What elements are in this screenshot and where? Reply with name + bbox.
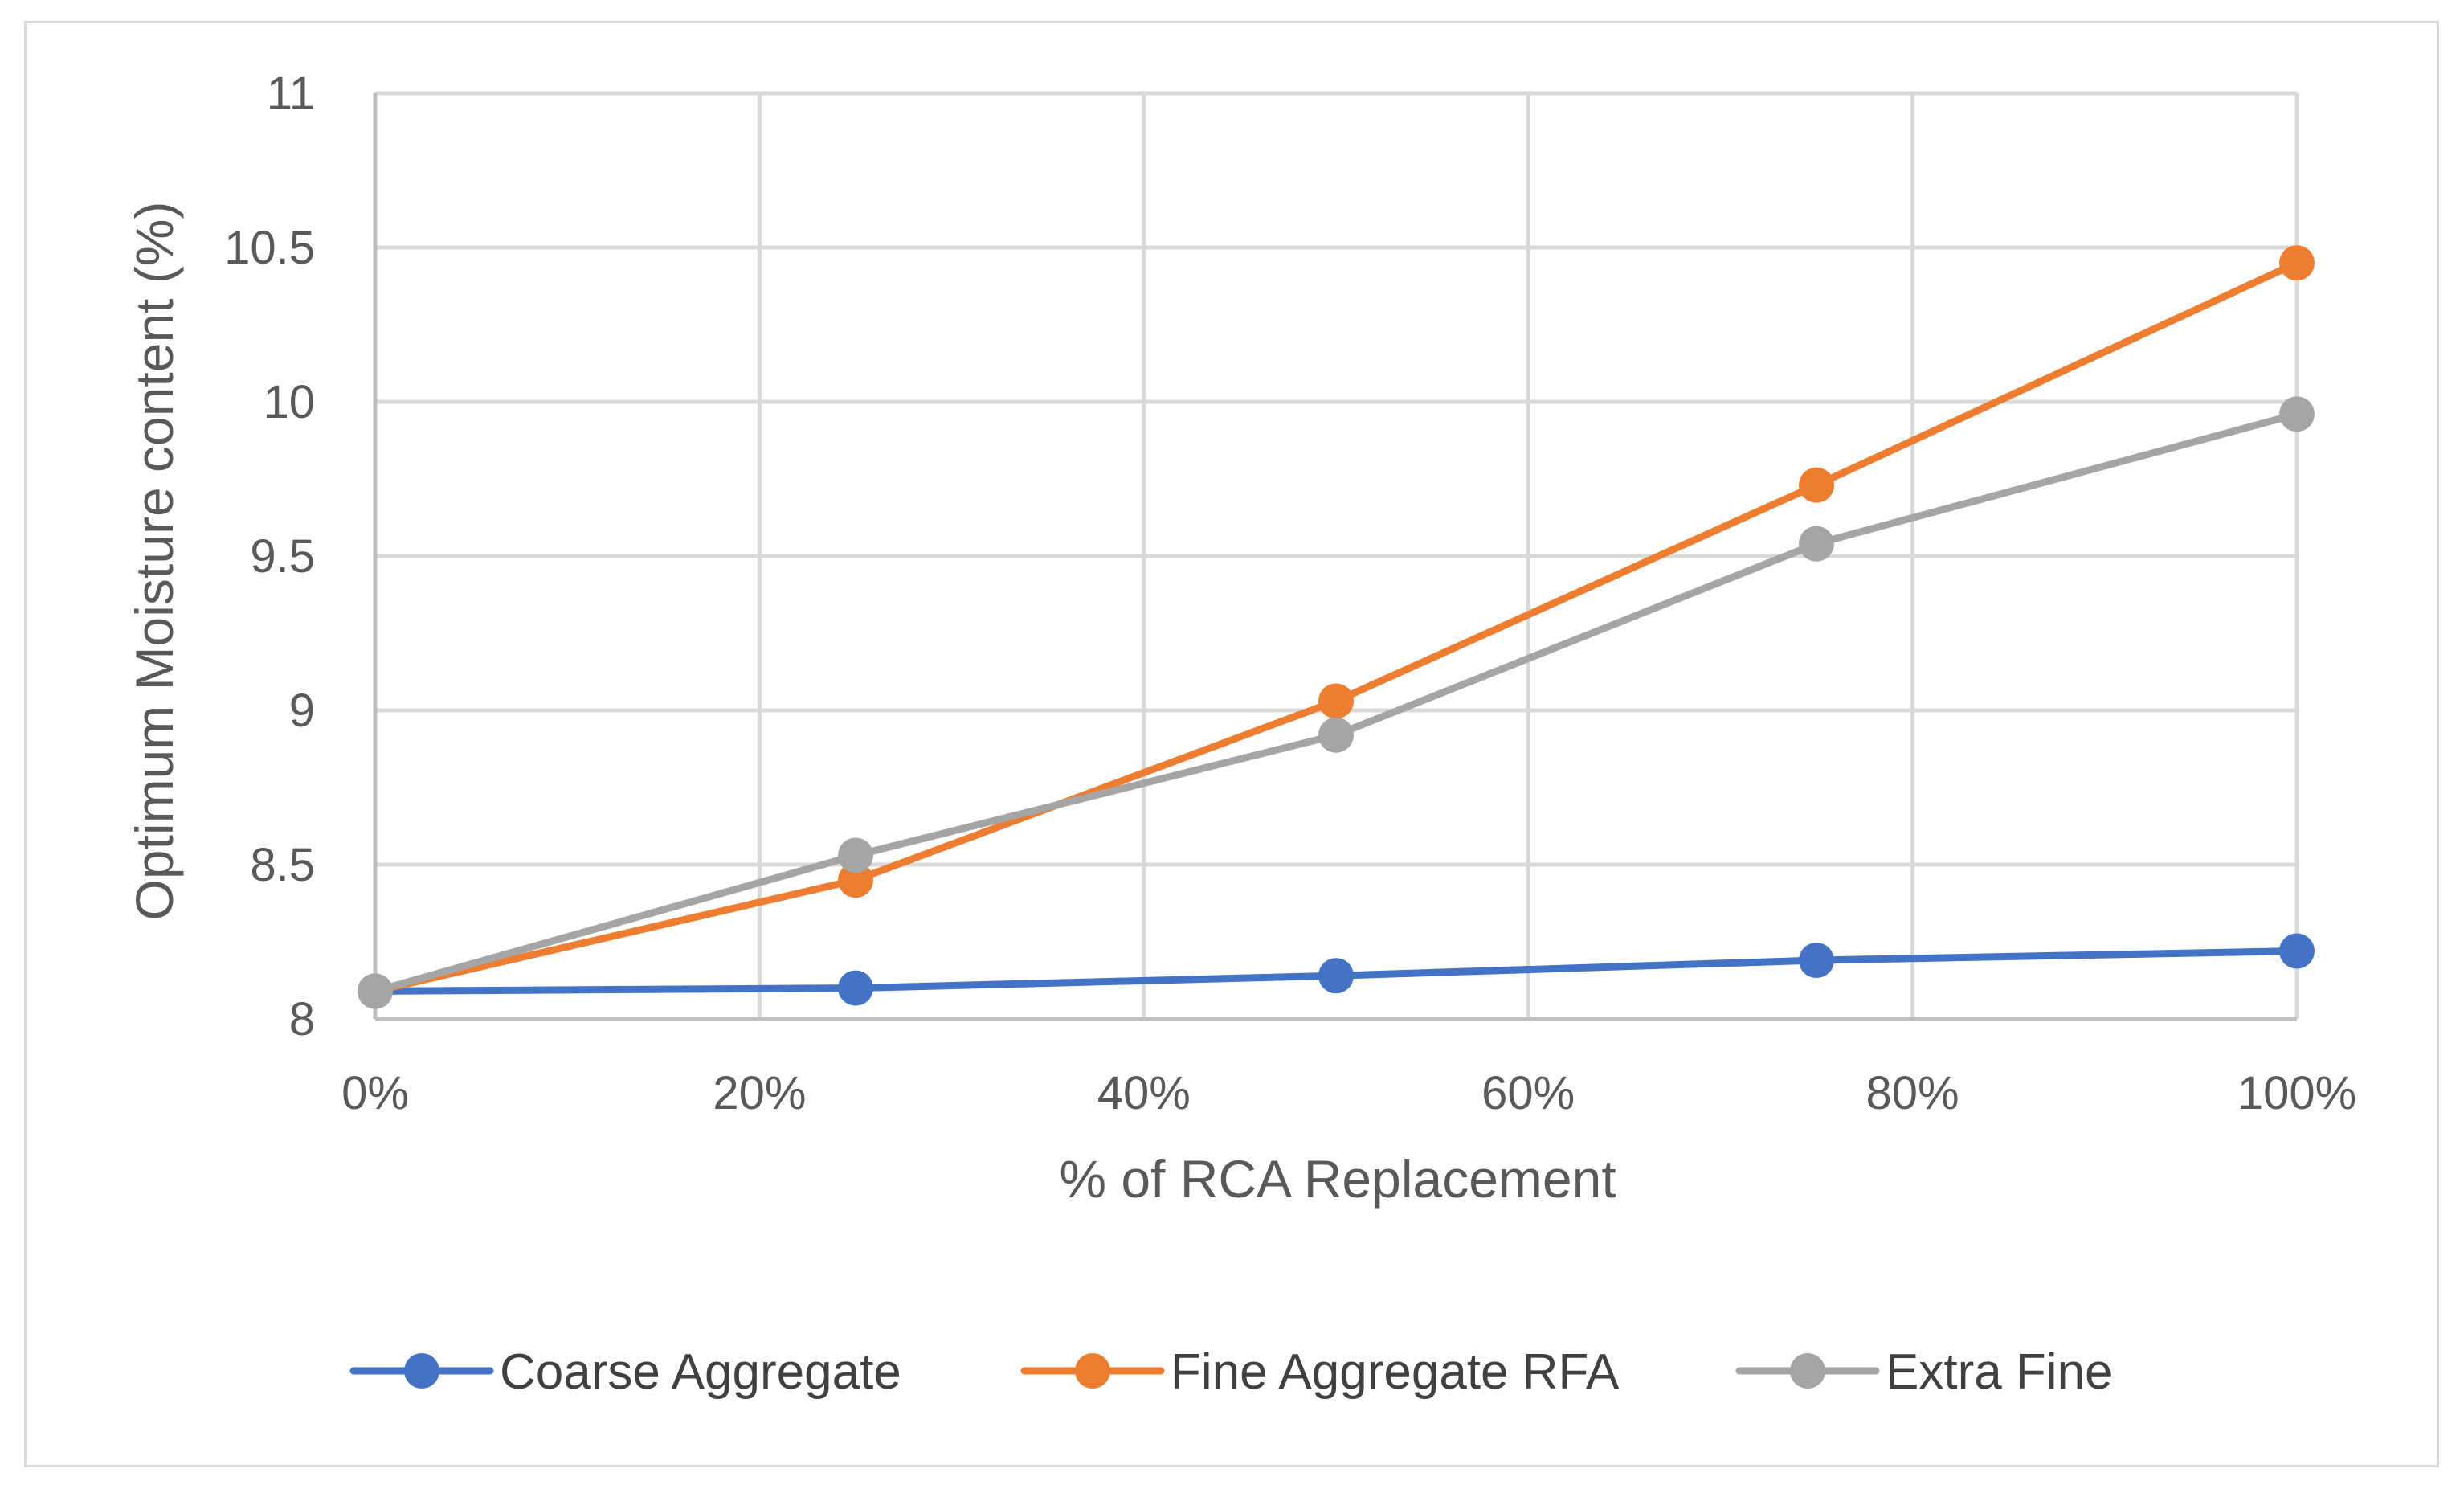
data-point-extra-fine bbox=[1799, 526, 1834, 562]
legend-marker-fine-aggregate-rfa bbox=[1075, 1353, 1110, 1389]
y-tick-label: 9.5 bbox=[250, 530, 315, 583]
series-coarse-aggregate bbox=[358, 933, 2315, 1009]
legend-label-extra-fine: Extra Fine bbox=[1886, 1344, 2113, 1400]
legend-label-fine-aggregate-rfa: Fine Aggregate RFA bbox=[1171, 1344, 1620, 1400]
y-tick-label: 8 bbox=[289, 993, 315, 1045]
x-tick-label: 40% bbox=[1097, 1067, 1191, 1119]
y-axis-title: Optimum Moisture content (%) bbox=[125, 202, 184, 921]
data-point-coarse-aggregate bbox=[1318, 958, 1354, 994]
y-tick-label: 10.5 bbox=[224, 222, 315, 274]
data-point-extra-fine bbox=[2279, 396, 2315, 432]
legend-entry-fine-aggregate-rfa: Fine Aggregate RFA bbox=[1020, 1344, 1620, 1400]
series-extra-fine bbox=[358, 396, 2315, 1009]
legend-marker-extra-fine bbox=[1790, 1353, 1825, 1389]
series-lines bbox=[358, 245, 2315, 1009]
x-tick-label: 20% bbox=[713, 1067, 806, 1119]
y-tick-label: 11 bbox=[267, 68, 315, 120]
x-tick-labels: 0% 20% 40% 60% 80% 100% bbox=[341, 1067, 2356, 1119]
data-point-extra-fine bbox=[1318, 717, 1354, 753]
x-tick-label: 80% bbox=[1866, 1067, 1959, 1119]
legend-label-coarse-aggregate: Coarse Aggregate bbox=[500, 1344, 901, 1400]
legend-entry-coarse-aggregate: Coarse Aggregate bbox=[349, 1344, 901, 1400]
data-point-fine-aggregate-rfa bbox=[1799, 467, 1834, 503]
y-tick-label: 10 bbox=[263, 376, 315, 428]
data-point-fine-aggregate-rfa bbox=[1318, 683, 1354, 719]
data-point-fine-aggregate-rfa bbox=[838, 862, 873, 898]
y-tick-label: 8.5 bbox=[250, 839, 315, 891]
x-axis-title: % of RCA Replacement bbox=[1059, 1149, 1616, 1209]
legend-entry-extra-fine: Extra Fine bbox=[1735, 1344, 2113, 1400]
data-point-fine-aggregate-rfa bbox=[2279, 245, 2315, 281]
data-point-coarse-aggregate bbox=[1799, 943, 1834, 979]
y-tick-label: 9 bbox=[289, 685, 315, 737]
data-point-extra-fine bbox=[358, 973, 393, 1009]
x-tick-label: 60% bbox=[1481, 1067, 1575, 1119]
gridlines bbox=[375, 91, 2299, 1019]
series-line-fine-aggregate-rfa bbox=[371, 259, 2301, 995]
y-tick-labels: 8 8.5 9 9.5 10 10.5 11 bbox=[224, 68, 315, 1045]
x-tick-label: 100% bbox=[2237, 1067, 2356, 1119]
legend: Coarse Aggregate Fine Aggregate RFA Extra … bbox=[349, 1344, 2113, 1400]
x-tick-label: 0% bbox=[341, 1067, 409, 1119]
data-point-coarse-aggregate bbox=[2279, 933, 2315, 969]
legend-marker-coarse-aggregate bbox=[404, 1353, 439, 1389]
data-point-extra-fine bbox=[838, 837, 873, 873]
series-fine-aggregate-rfa bbox=[358, 245, 2315, 1009]
axes bbox=[373, 93, 2297, 1021]
data-point-coarse-aggregate bbox=[838, 970, 873, 1006]
chart-frame bbox=[24, 21, 2439, 1467]
